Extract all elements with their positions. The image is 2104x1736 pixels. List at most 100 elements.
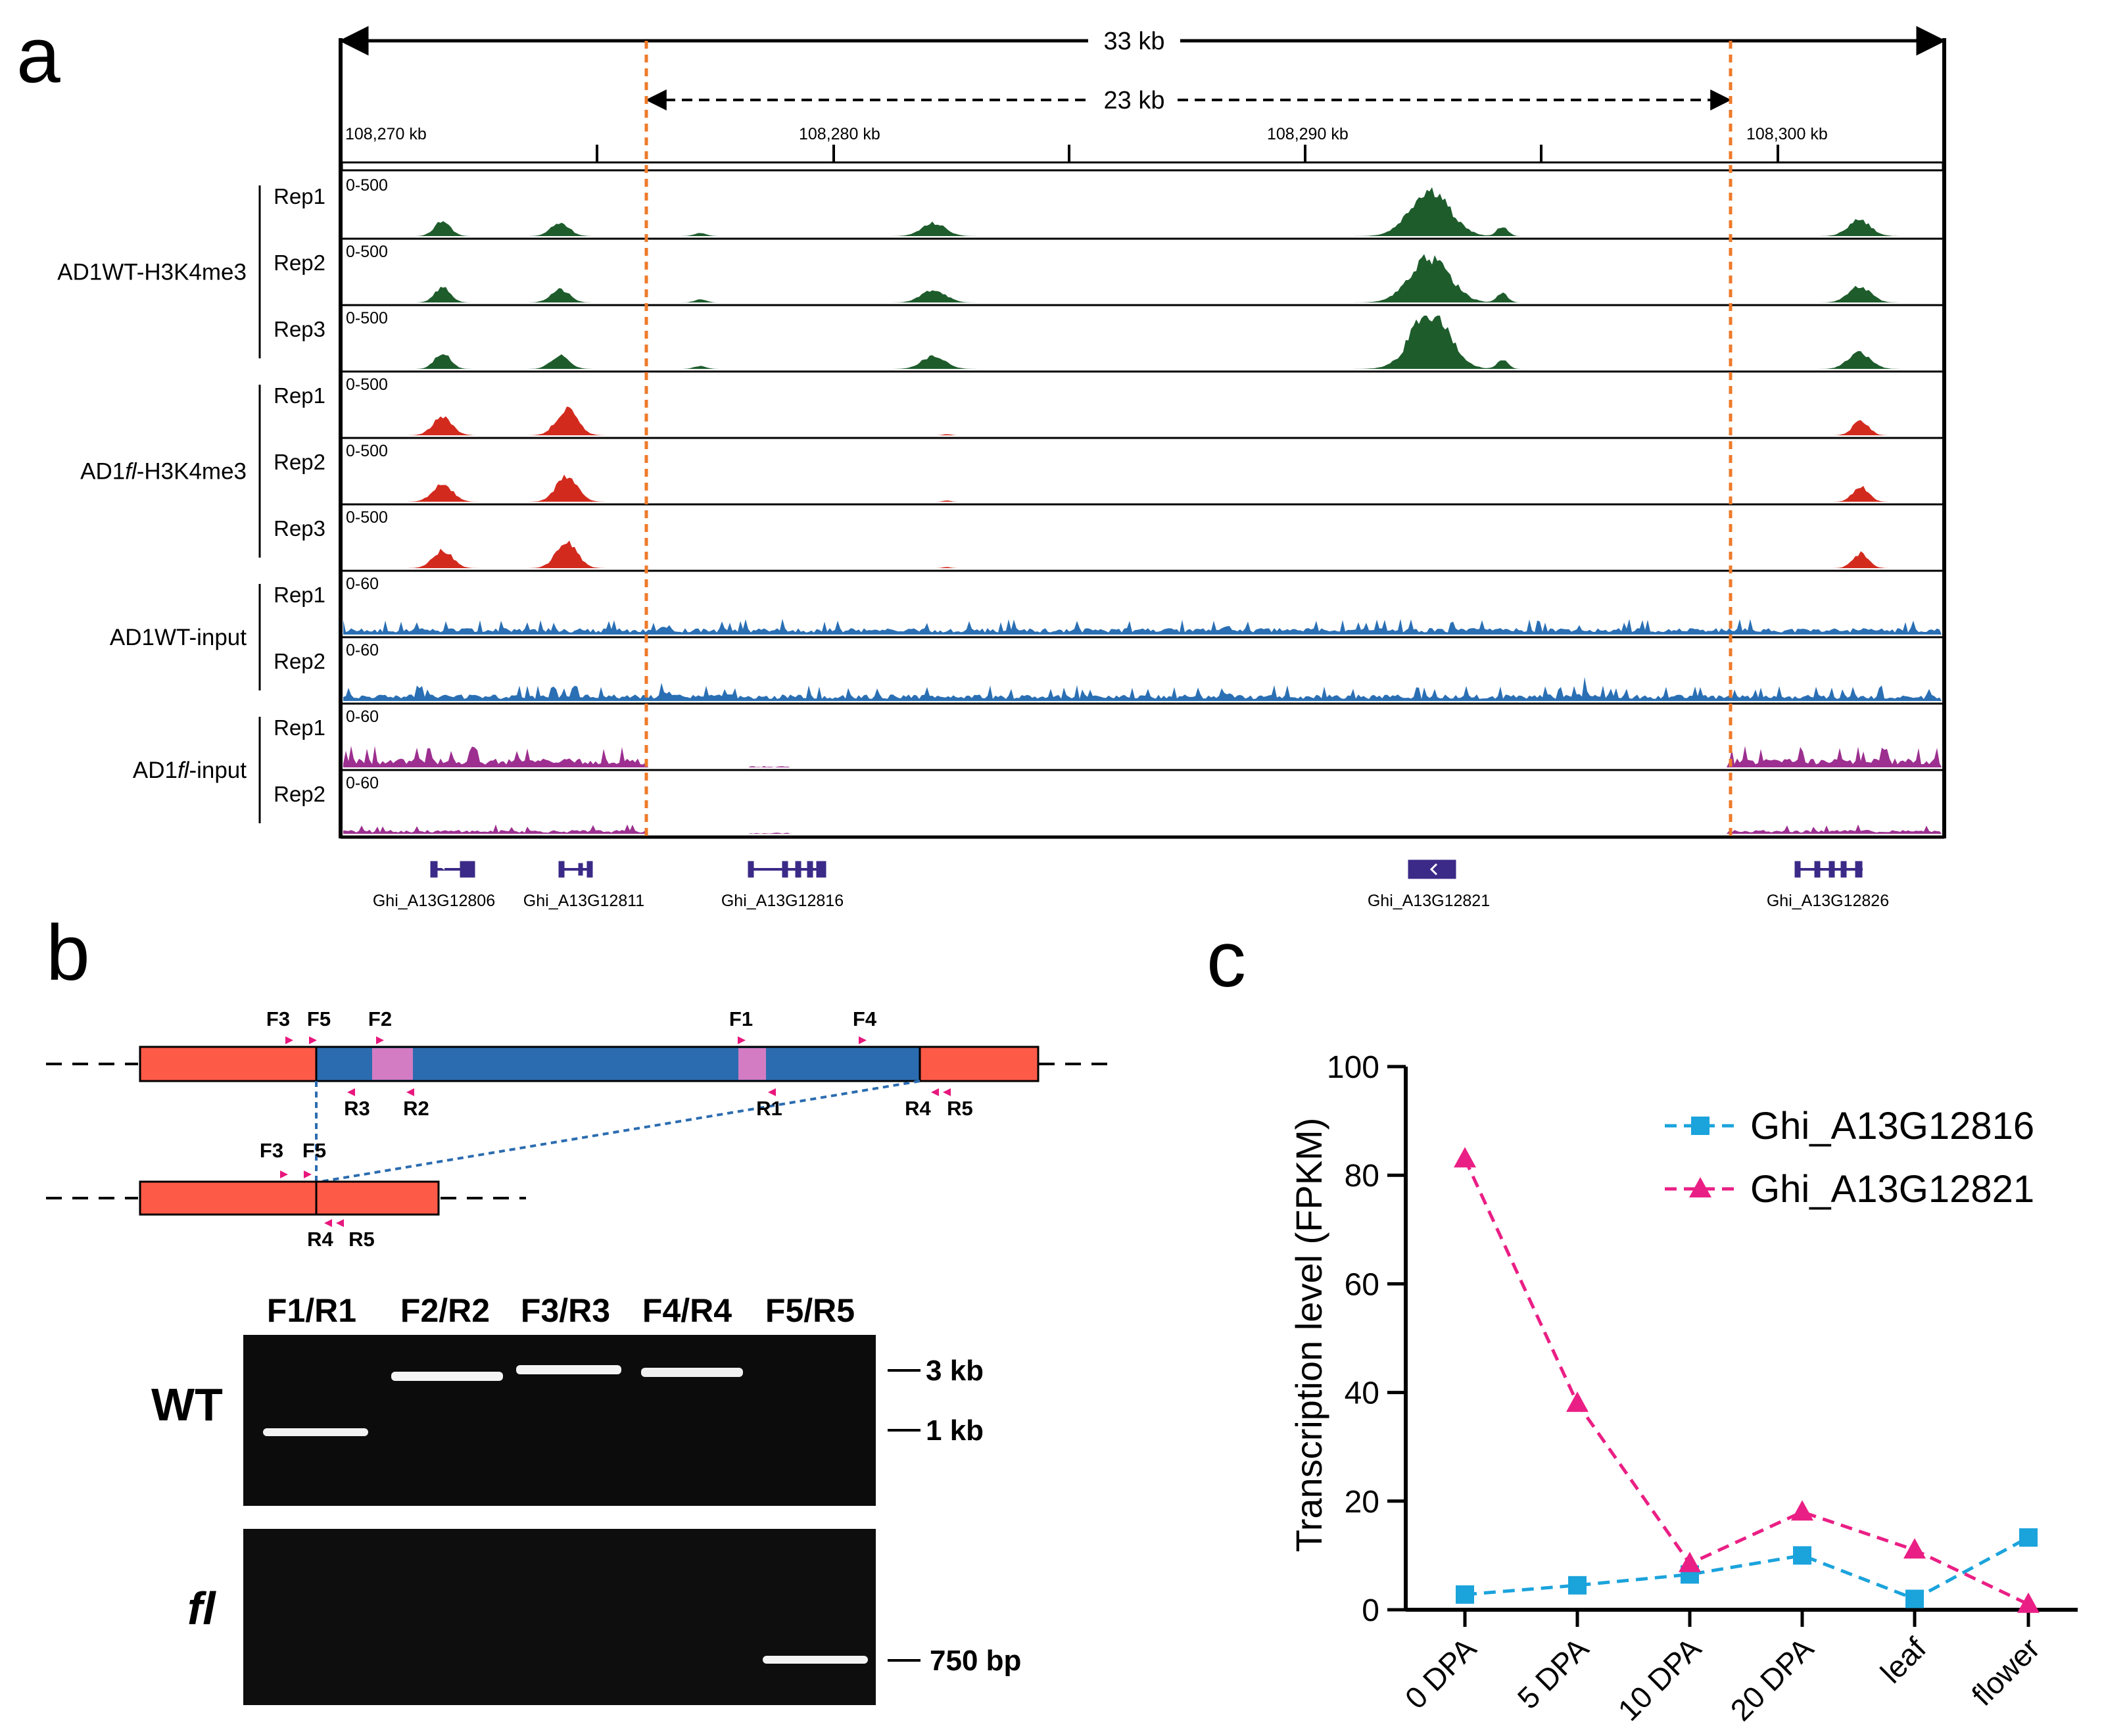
gene-models xyxy=(430,859,1863,879)
panel-a-label: a xyxy=(16,11,60,99)
data-point xyxy=(1566,1391,1589,1412)
primer-label: F5 xyxy=(302,1139,326,1162)
rep-label: Rep3 xyxy=(274,516,325,541)
primer-label: R5 xyxy=(947,1097,973,1120)
lane-label: F1/R1 xyxy=(267,1292,356,1329)
track-scale: 0-500 xyxy=(346,309,388,327)
track-scale: 0-60 xyxy=(346,774,379,792)
y-tick-label: 100 xyxy=(1327,1050,1379,1085)
gene-model xyxy=(748,861,826,878)
track-scale: 0-60 xyxy=(346,641,379,660)
signal-track xyxy=(343,406,1942,435)
y-tick-label: 60 xyxy=(1345,1267,1379,1302)
track-scale: 0-500 xyxy=(346,508,388,527)
rep-label: Rep1 xyxy=(274,715,325,740)
span-deleted-label: 23 kb xyxy=(1104,87,1165,114)
primer-label: R4 xyxy=(905,1097,931,1120)
ruler-bar xyxy=(341,161,1944,172)
signal-track xyxy=(343,824,1942,834)
gene-label: Ghi_A13G12821 xyxy=(1368,892,1490,910)
x-tick-label: leaf xyxy=(1874,1631,1932,1689)
coord-label: 108,270 kb xyxy=(345,125,427,143)
primer-label: R5 xyxy=(348,1228,375,1251)
primer-arrows xyxy=(280,1036,951,1227)
rep-label: Rep1 xyxy=(274,583,325,607)
primer-label: F5 xyxy=(307,1007,331,1030)
lane-label: F2/R2 xyxy=(400,1292,490,1329)
group-name: AD1WT-input xyxy=(110,625,247,650)
signal-track xyxy=(343,316,1942,369)
primer-label: R3 xyxy=(344,1097,370,1120)
lane-label: F5/R5 xyxy=(765,1292,855,1329)
panel-b: b xyxy=(46,909,1118,1705)
gel-row-label: fl xyxy=(187,1583,216,1634)
rep-label: Rep2 xyxy=(274,251,325,275)
track-scale: 0-500 xyxy=(346,375,388,394)
signal-track xyxy=(343,254,1942,302)
primer-label: R2 xyxy=(403,1097,429,1120)
coord-ticks xyxy=(596,145,1779,163)
lane-label: F4/R4 xyxy=(642,1292,732,1329)
flank-right xyxy=(919,1046,1040,1082)
track-scale: 0-500 xyxy=(346,442,388,460)
gel-wt xyxy=(243,1335,876,1506)
y-tick-label: 20 xyxy=(1345,1485,1379,1520)
series-line xyxy=(1464,1535,2030,1601)
size-marker: 1 kb xyxy=(926,1414,984,1447)
group-name: AD1fl-input xyxy=(133,758,247,783)
size-marker: 750 bp xyxy=(930,1645,1021,1677)
primer-label: F3 xyxy=(266,1007,290,1030)
gel-fl xyxy=(243,1529,876,1705)
signal-track xyxy=(343,677,1942,701)
data-point xyxy=(2019,1528,2038,1547)
primer-label: F2 xyxy=(368,1007,392,1030)
y-tick-label: 40 xyxy=(1345,1376,1379,1411)
lane-labels: F1/R1 F2/R2 F3/R3 F4/R4 F5/R5 xyxy=(267,1292,855,1329)
signal-track xyxy=(343,619,1942,635)
gene-labels: Ghi_A13G12806 Ghi_A13G12811 Ghi_A13G1281… xyxy=(373,892,1889,910)
span-total-label: 33 kb xyxy=(1104,28,1165,55)
primer-label: F1 xyxy=(729,1007,753,1030)
gene-model xyxy=(558,861,593,878)
x-tick-label: 0 DPA xyxy=(1399,1631,1483,1716)
data-point xyxy=(1905,1589,1924,1608)
gene-model xyxy=(1408,859,1456,879)
gel-row-label: WT xyxy=(151,1379,223,1430)
x-tick-label: 10 DPA xyxy=(1612,1631,1708,1727)
signal-track xyxy=(343,187,1942,236)
rep-label: Rep1 xyxy=(274,383,325,408)
track-scale: 0-60 xyxy=(346,708,379,726)
track-scale: 0-60 xyxy=(346,575,379,593)
gene-label: Ghi_A13G12811 xyxy=(523,892,644,910)
series-line xyxy=(1463,1158,2030,1606)
track-scale: 0-500 xyxy=(346,176,388,195)
track-scale: 0-500 xyxy=(346,243,388,261)
x-tick-label: 5 DPA xyxy=(1511,1631,1596,1716)
flank-left xyxy=(139,1046,318,1082)
rep-label: Rep2 xyxy=(274,450,325,474)
size-markers: 3 kb 1 kb 750 bp xyxy=(888,1355,1021,1677)
rep-label: Rep3 xyxy=(274,317,325,341)
legend-label: Ghi_A13G12821 xyxy=(1750,1168,2034,1211)
panel-b-label: b xyxy=(46,909,90,997)
gene-model xyxy=(1794,861,1863,878)
y-tick-label: 0 xyxy=(1362,1593,1379,1628)
y-tick-label: 80 xyxy=(1345,1159,1379,1194)
panel-a: a 33 kb 23 kb 108,270 kb 108,280 kb 108,… xyxy=(16,11,1946,910)
line-chart: 0 20 40 60 80 100 0 DPA 5 DPA 10 DPA 20 DPA leaf fl… xyxy=(1327,1050,2078,1727)
track-labels: Rep1 Rep2 Rep3 Rep1 Rep2 Rep3 Rep1 Rep2 Rep1 Rep2… xyxy=(57,184,325,823)
gene-model xyxy=(430,861,475,878)
signal-track xyxy=(343,746,1942,767)
signal-track xyxy=(343,541,1942,568)
wt-construct xyxy=(46,1046,1118,1082)
rep-label: Rep2 xyxy=(274,782,325,806)
amplicon-box xyxy=(372,1048,413,1080)
data-point xyxy=(1903,1538,1926,1559)
data-point xyxy=(1793,1546,1811,1565)
amplicon-box xyxy=(738,1048,766,1080)
y-axis-title: Transcription level (FPKM) xyxy=(1288,1118,1329,1553)
data-point xyxy=(1679,1551,1701,1572)
coord-label: 108,300 kb xyxy=(1746,125,1828,143)
data-point xyxy=(1568,1576,1587,1595)
primer-label: F3 xyxy=(260,1139,283,1162)
